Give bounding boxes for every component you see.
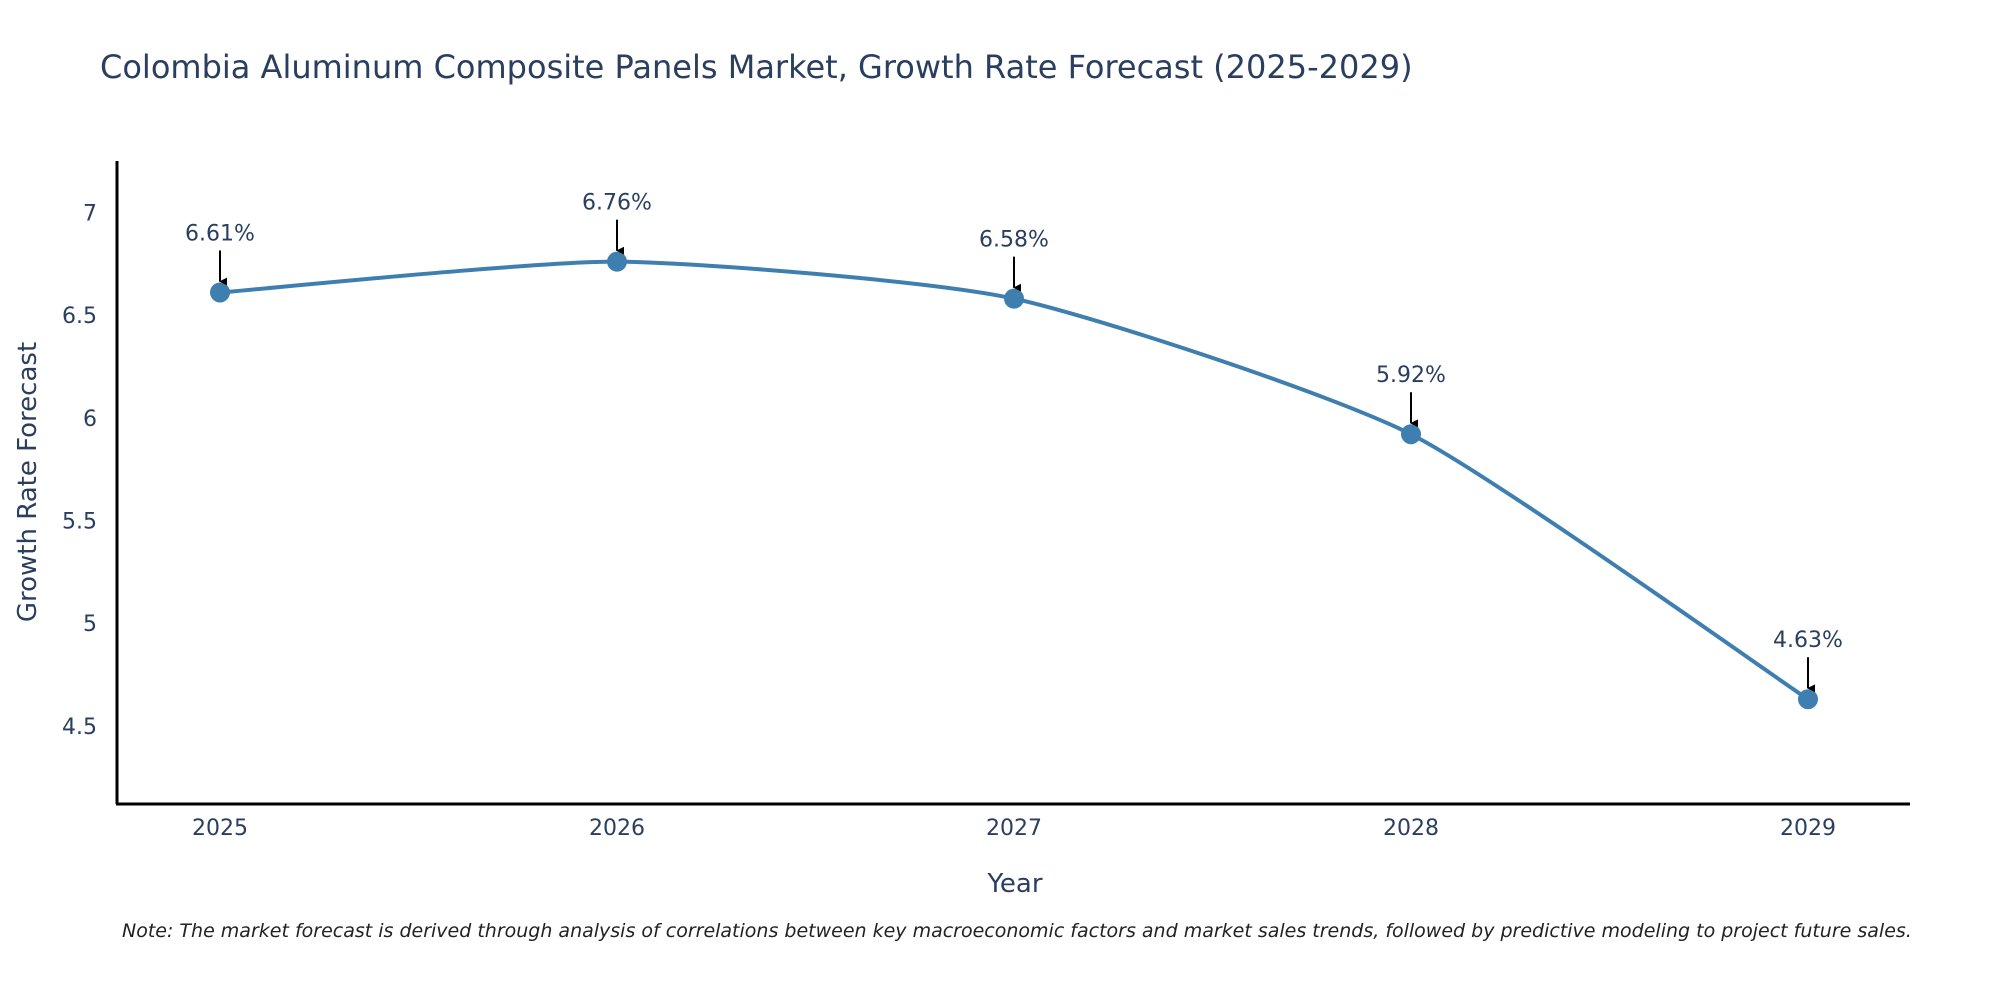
plot-area: 6.61% 6.76% 6.58% 5.92% 4.63% [185,191,1843,710]
axes: 4.5 5 5.5 6 6.5 7 2025 2026 2027 2028 2029 [62,161,1910,841]
data-label: 4.63% [1773,628,1843,653]
series-line [218,259,1810,702]
x-tick-label: 2025 [192,816,248,841]
y-tick-label: 7 [83,201,97,226]
y-tick-label: 5.5 [62,510,97,535]
data-point [210,282,230,303]
y-tick-label: 6 [83,407,97,432]
y-tick-label: 4.5 [62,715,97,740]
data-label: 6.61% [185,221,255,246]
chart-title: Colombia Aluminum Composite Panels Marke… [100,48,1413,86]
data-point [607,251,627,272]
data-label: 5.92% [1376,363,1446,388]
data-point [1401,424,1421,445]
x-axis-title: Year [986,869,1042,899]
x-tick-label: 2029 [1780,816,1836,841]
data-point [1004,288,1024,309]
data-label: 6.76% [582,191,652,216]
y-tick-label: 6.5 [62,304,97,329]
x-tick-label: 2027 [986,816,1042,841]
y-axis-title: Growth Rate Forecast [13,342,43,622]
x-tick-label: 2026 [589,816,645,841]
data-label: 6.58% [979,228,1049,253]
data-point [1798,689,1818,710]
chart-note: Note: The market forecast is derived thr… [122,920,1912,942]
x-tick-label: 2028 [1383,816,1439,841]
y-tick-label: 5 [83,612,97,637]
